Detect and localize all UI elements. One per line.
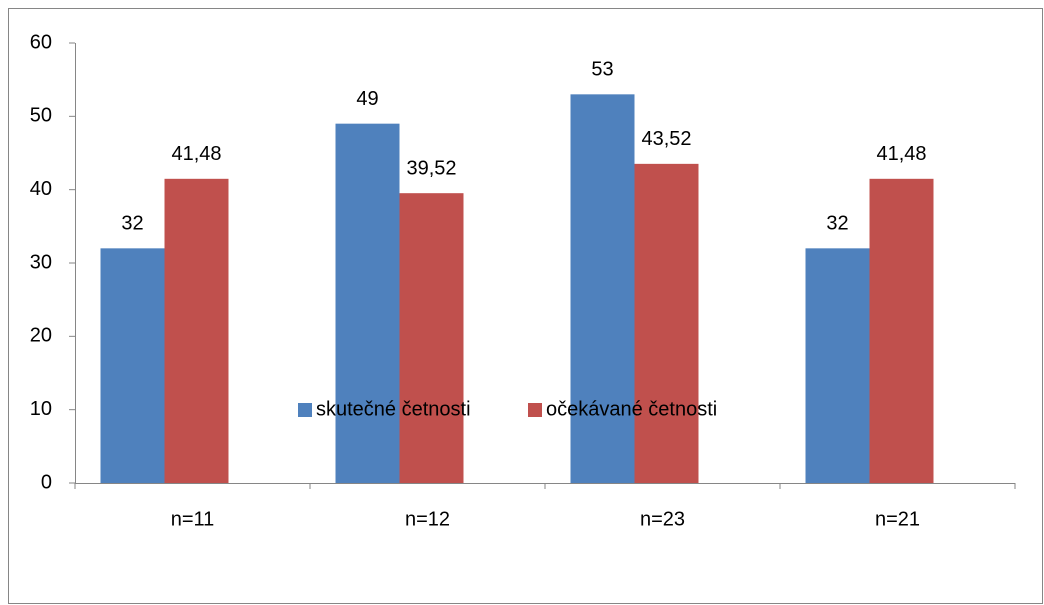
x-tick-label: n=23 [640, 508, 685, 530]
bar [100, 248, 165, 483]
x-tick-label: n=11 [171, 508, 215, 530]
y-tick-label: 50 [30, 105, 52, 127]
bar [634, 163, 699, 483]
data-label: 53 [591, 59, 613, 81]
data-label: 49 [356, 88, 378, 110]
bar [335, 123, 400, 484]
data-label: 39,52 [406, 157, 456, 179]
bar [805, 248, 870, 483]
bar [570, 94, 635, 483]
bar [164, 178, 229, 483]
y-tick-label: 60 [30, 31, 52, 53]
bar [869, 178, 934, 483]
data-label: 41,48 [876, 143, 926, 165]
legend-swatch [298, 403, 312, 417]
y-tick-label: 40 [30, 178, 52, 200]
x-tick-label: n=12 [405, 508, 450, 530]
legend-label: očekávané četnosti [546, 398, 717, 420]
data-label: 41,48 [171, 143, 221, 165]
bar [399, 193, 464, 484]
y-tick-label: 10 [30, 398, 52, 420]
y-tick-label: 0 [41, 471, 52, 493]
data-label: 32 [121, 213, 143, 235]
y-tick-label: 20 [30, 325, 52, 347]
legend-label: skutečné četnosti [316, 398, 471, 420]
x-tick-label: n=21 [875, 508, 920, 530]
y-tick-label: 30 [30, 251, 52, 273]
data-label: 43,52 [641, 128, 691, 150]
legend-swatch [528, 403, 542, 417]
data-label: 32 [826, 213, 848, 235]
